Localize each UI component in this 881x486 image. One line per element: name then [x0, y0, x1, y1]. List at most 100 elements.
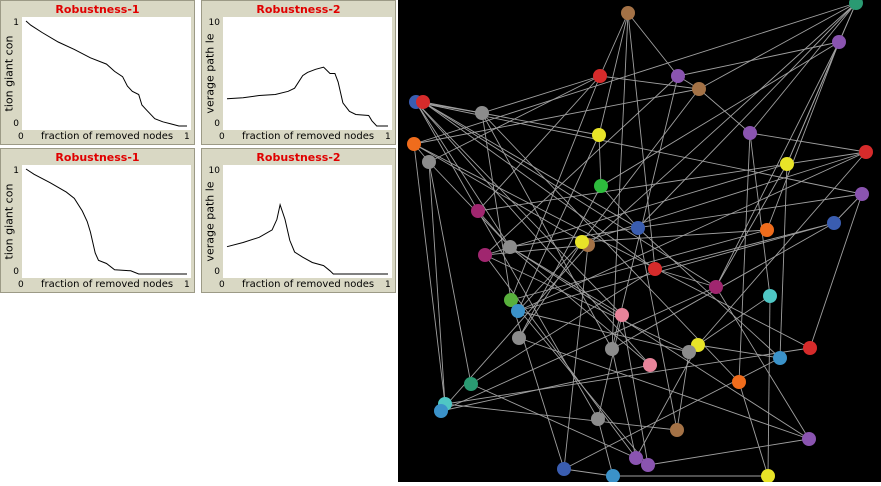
- network-node[interactable]: [670, 423, 684, 437]
- network-link: [428, 161, 472, 385]
- network-node[interactable]: [434, 404, 448, 418]
- network-node[interactable]: [594, 179, 608, 193]
- network-node[interactable]: [557, 462, 571, 476]
- network-link: [517, 134, 600, 312]
- network-node[interactable]: [802, 432, 816, 446]
- network-link: [587, 2, 857, 246]
- plot-series-line: [25, 20, 187, 127]
- plot-ymin: 0: [214, 119, 220, 129]
- network-link: [676, 351, 690, 431]
- network-link: [599, 12, 629, 77]
- network-link: [422, 101, 656, 270]
- plot-robustness-2-top: Robustness-2 verage path le 10 0 0 fract…: [201, 0, 396, 145]
- network-node[interactable]: [732, 375, 746, 389]
- network-link: [517, 310, 690, 353]
- plot-line-svg: [25, 20, 187, 127]
- network-link: [563, 244, 589, 470]
- network-link: [518, 337, 810, 440]
- plot-robustness-1-top: Robustness-1 tion giant con 1 0 0 fracti…: [0, 0, 195, 145]
- plot-xlabel: fraction of removed nodes: [41, 131, 174, 142]
- plot-area: [22, 17, 191, 130]
- network-link: [809, 193, 863, 349]
- network-link: [422, 101, 639, 229]
- network-graph: [407, 0, 873, 483]
- network-link: [413, 143, 446, 405]
- network-link: [611, 348, 637, 459]
- network-node[interactable]: [671, 69, 685, 83]
- plot-ymin: 0: [13, 119, 19, 129]
- network-node[interactable]: [504, 293, 518, 307]
- network-node[interactable]: [503, 240, 517, 254]
- network-node[interactable]: [849, 0, 863, 10]
- plot-series-line: [226, 202, 388, 275]
- network-node[interactable]: [605, 342, 619, 356]
- network-node[interactable]: [761, 469, 775, 483]
- network-node[interactable]: [407, 137, 421, 151]
- network-link: [598, 12, 629, 136]
- network-link: [738, 132, 751, 383]
- network-node[interactable]: [643, 358, 657, 372]
- network-node[interactable]: [855, 187, 869, 201]
- network-link: [477, 210, 599, 420]
- network-node[interactable]: [773, 351, 787, 365]
- plot-xmax: 1: [385, 280, 391, 290]
- network-node[interactable]: [803, 341, 817, 355]
- network-link: [654, 268, 717, 288]
- network-link: [767, 295, 771, 477]
- network-node[interactable]: [648, 262, 662, 276]
- network-link: [611, 75, 679, 350]
- network-link: [611, 12, 629, 350]
- network-link: [484, 254, 637, 459]
- plot-xmax: 1: [385, 132, 391, 142]
- network-link: [477, 75, 601, 212]
- network-node[interactable]: [859, 145, 873, 159]
- network-node[interactable]: [621, 6, 635, 20]
- plot-ymax: 10: [208, 166, 220, 176]
- plot-xmax: 1: [184, 280, 190, 290]
- network-link: [697, 151, 867, 346]
- network-link: [779, 163, 788, 359]
- network-node[interactable]: [682, 345, 696, 359]
- network-node[interactable]: [827, 216, 841, 230]
- network-node[interactable]: [591, 412, 605, 426]
- network-link: [581, 88, 700, 243]
- network-link: [599, 75, 700, 90]
- network-link: [715, 41, 840, 288]
- network-link: [415, 101, 479, 212]
- network-node[interactable]: [416, 95, 430, 109]
- network-node[interactable]: [471, 204, 485, 218]
- network-link: [477, 151, 867, 212]
- network-node[interactable]: [763, 289, 777, 303]
- network-node[interactable]: [760, 223, 774, 237]
- network-link: [621, 314, 649, 466]
- network-node[interactable]: [592, 128, 606, 142]
- network-node[interactable]: [629, 451, 643, 465]
- network-link: [581, 151, 867, 243]
- network-node[interactable]: [464, 377, 478, 391]
- network-node[interactable]: [512, 331, 526, 345]
- network-node[interactable]: [780, 157, 794, 171]
- network-link: [413, 143, 589, 246]
- network-node[interactable]: [606, 469, 620, 483]
- plot-robustness-1-bottom: Robustness-1 tion giant con 1 0 0 fracti…: [0, 148, 195, 293]
- network-link: [627, 12, 656, 270]
- network-node[interactable]: [511, 304, 525, 318]
- network-node[interactable]: [593, 69, 607, 83]
- network-link: [484, 244, 589, 256]
- network-node[interactable]: [832, 35, 846, 49]
- network-node[interactable]: [641, 458, 655, 472]
- network-node[interactable]: [692, 82, 706, 96]
- plot-title: Robustness-1: [55, 3, 140, 16]
- network-node[interactable]: [743, 126, 757, 140]
- network-link: [600, 185, 639, 229]
- network-world-view[interactable]: [398, 0, 881, 483]
- network-node[interactable]: [631, 221, 645, 235]
- network-node[interactable]: [615, 308, 629, 322]
- network-link: [518, 185, 602, 339]
- network-node[interactable]: [422, 155, 436, 169]
- network-node[interactable]: [475, 106, 489, 120]
- network-node[interactable]: [575, 235, 589, 249]
- network-node[interactable]: [709, 280, 723, 294]
- network-node[interactable]: [478, 248, 492, 262]
- network-link: [766, 41, 840, 231]
